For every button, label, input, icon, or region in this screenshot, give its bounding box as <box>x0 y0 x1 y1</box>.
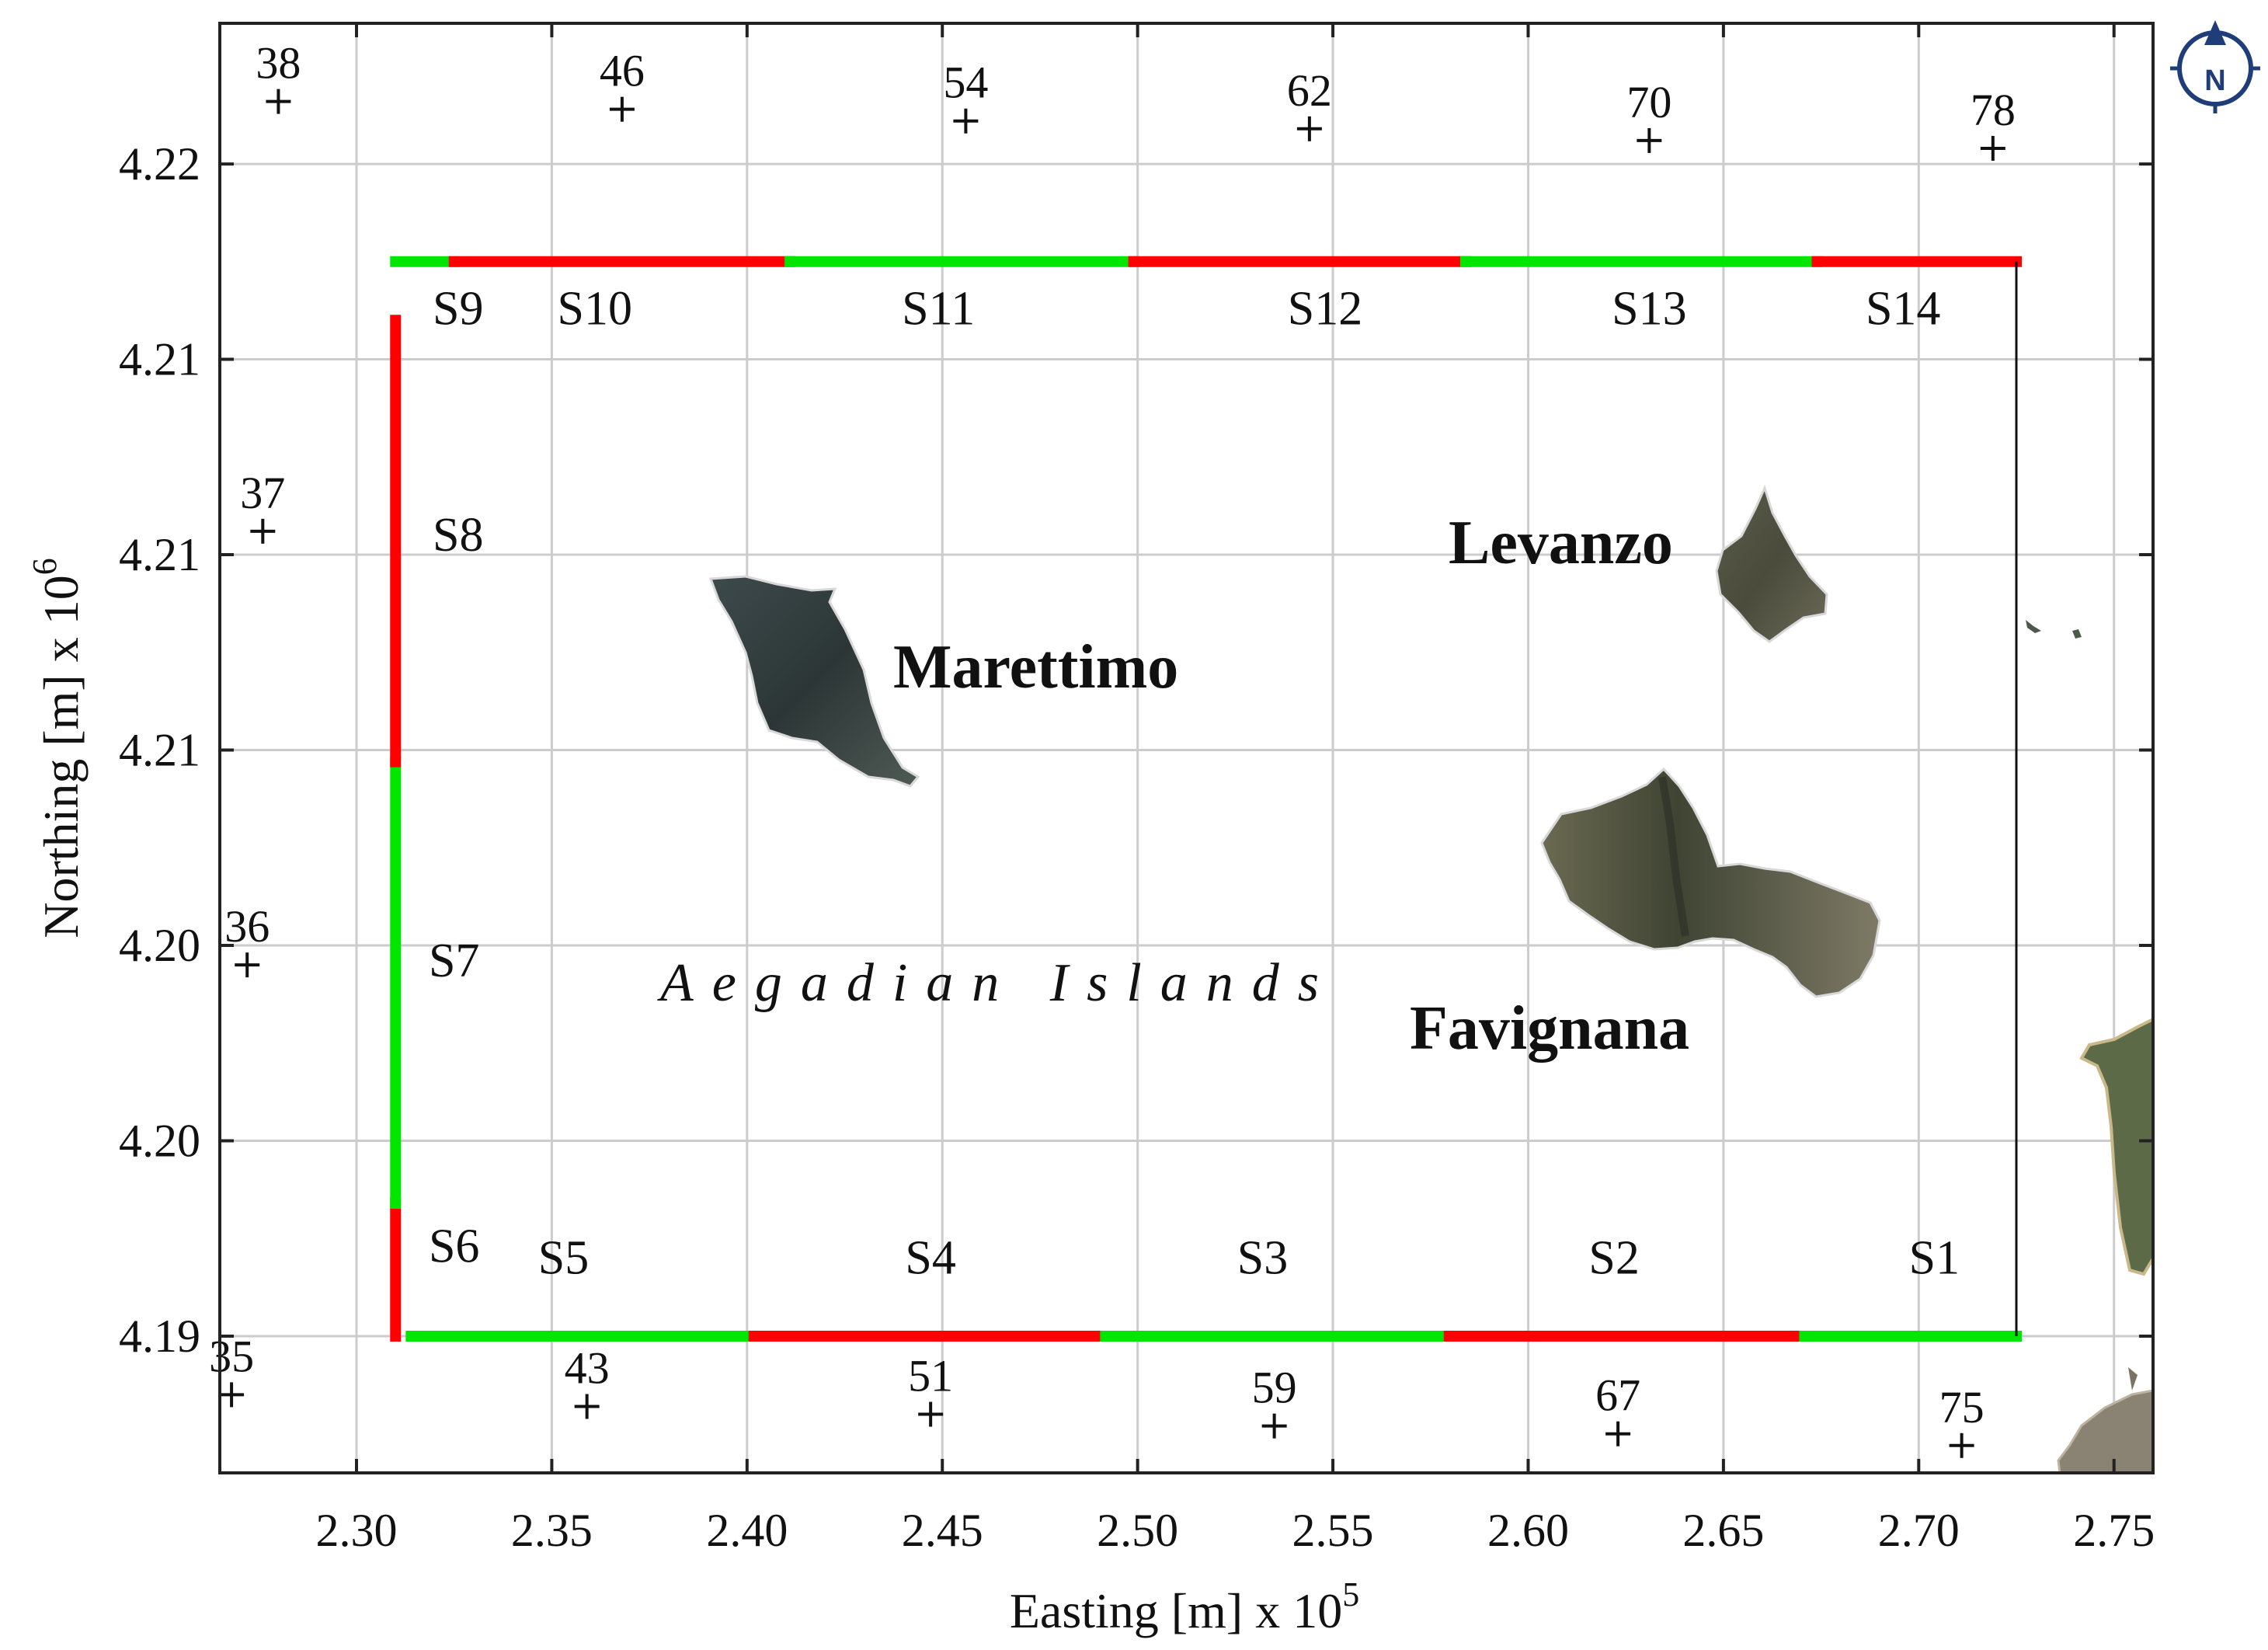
x-axis-title-text: Easting [m] x 10 <box>1010 1583 1342 1638</box>
grid-point-label: 78 <box>1971 85 2016 135</box>
segment-label-s4: S4 <box>905 1231 955 1284</box>
sicily-coast-south <box>2057 1389 2153 1473</box>
sicily-coast-north <box>2079 1017 2153 1276</box>
y-tick-label-6: 4.19 <box>119 1311 200 1362</box>
region-label: Aegadian Islands <box>657 953 1337 1013</box>
grid-point-62: 62 <box>1287 65 1332 141</box>
x-tick-label-7: 2.65 <box>1682 1505 1764 1556</box>
island-label-marettimo: Marettimo <box>893 633 1178 701</box>
grid-point-label: 38 <box>256 38 301 89</box>
y-axis-title-text: Northing [m] x 10 <box>33 575 89 938</box>
x-tick-label-9: 2.75 <box>2073 1505 2155 1556</box>
grid-point-label: 62 <box>1287 65 1332 116</box>
x-axis-title-exponent: 5 <box>1342 1575 1359 1613</box>
boundary-segments <box>390 256 2023 1342</box>
grid-point-label: 36 <box>224 901 270 952</box>
segment-label-s13: S13 <box>1612 282 1686 335</box>
plot-frame <box>218 22 2155 1474</box>
x-tick-label-4: 2.50 <box>1097 1505 1178 1556</box>
marettimo-island-shape <box>708 575 920 788</box>
grid-point-78: 78 <box>1971 85 2016 161</box>
grid-point-35: 35 <box>209 1331 254 1408</box>
grid-lines <box>220 23 2153 1473</box>
sicily-coast-south-tip <box>2128 1367 2138 1391</box>
segment-label-s2: S2 <box>1588 1231 1639 1284</box>
segment-label-s11: S11 <box>902 282 975 335</box>
grid-point-37: 37 <box>240 468 285 544</box>
x-axis-title: Easting [m] x 105 <box>1010 1575 1359 1638</box>
grid-point-43: 43 <box>565 1342 610 1419</box>
segment-label-s9: S9 <box>433 282 483 335</box>
y-axis-title: Northing [m] x 106 <box>26 558 89 938</box>
grid-point-51: 51 <box>908 1351 953 1427</box>
x-tick-label-5: 2.55 <box>1292 1505 1374 1556</box>
grid-point-label: 59 <box>1252 1363 1297 1413</box>
favignana-island-shape <box>1540 767 1881 998</box>
segment-label-s5: S5 <box>538 1231 589 1284</box>
grid-point-label: 37 <box>240 468 285 518</box>
island-label-levanzo: Levanzo <box>1449 509 1673 577</box>
grid-point-label: 54 <box>943 57 988 108</box>
grid-point-59: 59 <box>1252 1363 1297 1439</box>
grid-point-label: 35 <box>209 1331 254 1381</box>
grid-point-label: 70 <box>1626 77 1671 127</box>
x-tick-label-8: 2.70 <box>1878 1505 1960 1556</box>
x-tick-label-1: 2.35 <box>511 1505 593 1556</box>
levanzo-island-shape <box>1715 484 1828 643</box>
y-tick-label-3: 4.21 <box>119 725 200 776</box>
small-islet-a <box>2026 620 2041 633</box>
segment-label-s10: S10 <box>557 282 631 335</box>
y-tick-label-4: 4.20 <box>119 920 200 971</box>
x-tick-label-0: 2.30 <box>315 1505 397 1556</box>
grid-point-54: 54 <box>943 57 988 134</box>
segment-label-s1: S1 <box>1909 1231 1960 1284</box>
segment-label-s6: S6 <box>429 1220 479 1272</box>
grid-point-75: 75 <box>1939 1382 1984 1458</box>
y-tick-label-2: 4.21 <box>119 529 200 580</box>
segment-label-s12: S12 <box>1288 282 1362 335</box>
grid-points: 38 46 54 62 70 78 37 36 35 43 51 59 67 75 <box>209 38 2016 1458</box>
grid-point-38: 38 <box>256 38 301 114</box>
north-arrow-icon: N <box>2170 20 2260 113</box>
grid-point-46: 46 <box>600 46 645 122</box>
grid-point-label: 51 <box>908 1351 953 1401</box>
grid-point-36: 36 <box>224 901 270 978</box>
grid-point-label: 75 <box>1939 1382 1984 1432</box>
y-axis-title-exponent: 6 <box>26 558 64 575</box>
grid-point-70: 70 <box>1626 77 1671 153</box>
x-tick-label-2: 2.40 <box>706 1505 788 1556</box>
segment-label-s7: S7 <box>429 935 479 987</box>
segment-labels: S1 S2 S3 S4 S5 S6 S7 S8 S9 S10 S11 S12 S13 S14 <box>429 282 1960 1284</box>
y-tick-label-1: 4.21 <box>119 334 200 385</box>
segment-label-s8: S8 <box>433 509 483 562</box>
segment-label-s14: S14 <box>1866 282 1940 335</box>
grid-point-label: 67 <box>1595 1370 1640 1421</box>
y-tick-label-5: 4.20 <box>119 1115 200 1166</box>
x-tick-label-3: 2.45 <box>902 1505 983 1556</box>
axis-ticks: 2.30 2.35 2.40 2.45 2.50 2.55 2.60 2.65 2.70 2.75… <box>119 23 2155 1556</box>
x-tick-label-6: 2.60 <box>1487 1505 1569 1556</box>
compass-letter: N <box>2204 64 2225 97</box>
compass-arrow <box>2204 20 2226 45</box>
small-islet-b <box>2072 629 2082 639</box>
island-label-favignana: Favignana <box>1410 994 1689 1063</box>
segment-label-s3: S3 <box>1237 1231 1288 1284</box>
y-tick-label-0: 4.22 <box>119 138 200 190</box>
grid-point-label: 43 <box>565 1342 610 1393</box>
favignana-ridge <box>1658 776 1689 937</box>
grid-point-label: 46 <box>600 46 645 96</box>
grid-point-67: 67 <box>1595 1370 1640 1446</box>
land-layer <box>708 484 2153 1473</box>
